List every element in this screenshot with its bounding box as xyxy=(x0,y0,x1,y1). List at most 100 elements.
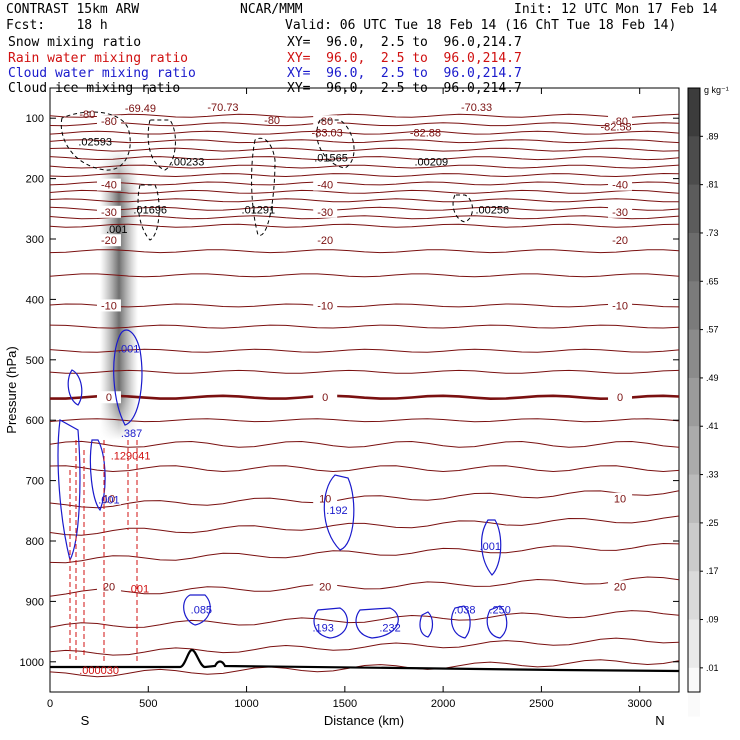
field-xy-cloud-water: XY= 96.0, 2.5 to 96.0,214.7 xyxy=(287,66,522,81)
colorbar-swatch xyxy=(688,88,700,137)
colorbar-label: .25 xyxy=(706,518,719,528)
extremum-label: .085 xyxy=(191,604,212,616)
extremum-label: .001 xyxy=(106,224,127,236)
isotherm-label-bg xyxy=(313,299,338,312)
extremum-label: -82.88 xyxy=(410,127,441,139)
isotherm-label: -40 xyxy=(317,180,333,192)
x-tick-label: 1500 xyxy=(333,698,357,710)
isotherm-line xyxy=(49,418,680,423)
y-tick-label: 900 xyxy=(26,596,44,608)
isotherm-label: -20 xyxy=(612,235,628,247)
isotherm-label: -40 xyxy=(612,180,628,192)
south-end-label: S xyxy=(81,713,90,728)
colorbar-label: .65 xyxy=(706,276,719,286)
isotherm-line xyxy=(49,164,680,169)
extremum-label: .192 xyxy=(326,505,347,517)
isotherm-line xyxy=(49,113,680,118)
extremum-label: .387 xyxy=(121,428,142,440)
terrain-line xyxy=(50,648,680,673)
extremum-label: -80 xyxy=(79,109,95,121)
isotherm-label-bg xyxy=(96,178,121,191)
isotherm-label-bg xyxy=(313,234,338,247)
field-xy-snow: XY= 96.0, 2.5 to 96.0,214.7 xyxy=(287,35,522,50)
isotherm-label: -80 xyxy=(612,116,628,128)
isotherm-label: 20 xyxy=(319,581,331,593)
isotherm-line xyxy=(49,490,680,509)
x-axis-title: Distance (km) xyxy=(324,713,404,728)
isotherm-label-bg xyxy=(608,205,633,218)
x-tick-label: 3000 xyxy=(627,698,651,710)
extremum-label: .02593 xyxy=(78,136,112,148)
colorbar-frame xyxy=(687,87,701,693)
isotherm-label: 0 xyxy=(322,392,328,404)
isotherm-line xyxy=(49,576,680,597)
isotherm-label: -80 xyxy=(101,116,117,128)
extremum-label: .000030 xyxy=(79,665,119,677)
isotherm-line xyxy=(49,465,680,473)
isotherm-label: -10 xyxy=(317,300,333,312)
isotherm-line xyxy=(49,215,680,220)
isotherm-label-bg xyxy=(96,580,121,593)
extremum-label: .01291 xyxy=(242,205,276,217)
colorbar-swatch xyxy=(688,474,700,524)
extremum-label: .232 xyxy=(379,623,400,635)
isotherm-label: -40 xyxy=(101,180,117,192)
colorbar-label: .57 xyxy=(706,325,719,335)
cloud-ice-contours xyxy=(60,111,473,241)
colorbar-label: .73 xyxy=(706,228,719,238)
extremum-label: -83.03 xyxy=(312,127,343,139)
colorbar-label: .41 xyxy=(706,421,719,431)
colorbar-label: .49 xyxy=(706,373,719,383)
extremum-label: .001 xyxy=(480,541,501,553)
extremum-label: -70.33 xyxy=(461,102,492,114)
isotherm-label-bg xyxy=(608,234,633,247)
extremum-label: .00209 xyxy=(415,156,449,168)
plot-frame xyxy=(49,87,680,693)
isotherm-label-bg xyxy=(313,580,338,593)
isotherm-line xyxy=(49,515,680,536)
colorbar-swatch xyxy=(688,426,700,475)
isotherm-label: -10 xyxy=(101,300,117,312)
extremum-label: .001 xyxy=(98,495,119,507)
colorbar-unit: g kg⁻¹ xyxy=(704,85,729,95)
isotherm-line xyxy=(49,147,680,152)
y-axis-title: Pressure (hPa) xyxy=(4,346,19,433)
colorbar-swatch xyxy=(688,233,700,282)
extrema-labels: -80-69.49 -70.73-80-83.03 -82.88-70.33-82.… xyxy=(78,102,631,677)
isotherm-label-bg xyxy=(313,205,338,218)
field-xy-rain: XY= 96.0, 2.5 to 96.0,214.7 xyxy=(287,51,522,66)
isotherm-label-bg xyxy=(96,299,121,312)
isotherm-label: -10 xyxy=(612,300,628,312)
extremum-label: .01696 xyxy=(133,205,167,217)
extremum-label: .00233 xyxy=(171,156,205,168)
isotherm-label: -30 xyxy=(317,207,333,219)
isotherm-line xyxy=(49,172,680,178)
field-name-cloud-water: Cloud water mixing ratio xyxy=(8,66,196,81)
isotherm-line xyxy=(49,223,680,228)
isotherm-line xyxy=(49,156,680,161)
isotherm-label: -30 xyxy=(101,207,117,219)
x-tick-label: 0 xyxy=(47,698,53,710)
isotherm-label: -30 xyxy=(612,207,628,219)
isotherm-label: 20 xyxy=(614,581,626,593)
isotherm-line xyxy=(49,369,680,374)
colorbar-label: .01 xyxy=(706,663,719,673)
extremum-label: .038 xyxy=(454,604,475,616)
isotherm-label-bg xyxy=(313,115,338,128)
model-title: CONTRAST 15km ARW xyxy=(6,2,140,17)
y-tick-label: 600 xyxy=(26,415,44,427)
isotherm-line xyxy=(49,249,680,254)
y-tick-label: 100 xyxy=(26,113,44,125)
isotherm-line xyxy=(49,637,680,656)
isotherm-lines: -80 -80 -80 -40 -40 -40 -30 -30 -30 -20 -20 -20 -10 -… xyxy=(49,113,680,678)
y-tick-label: 800 xyxy=(26,536,44,548)
extremum-label: -70.73 xyxy=(207,102,238,114)
isotherm-label-bg xyxy=(96,234,121,247)
north-end-label: N xyxy=(655,713,664,728)
init-time: Init: 12 UTC Mon 17 Feb 14 xyxy=(514,2,718,17)
isotherm-line xyxy=(50,394,680,401)
extremum-label: .001 xyxy=(128,583,149,595)
rain-water-contours xyxy=(69,440,138,662)
isotherm-label: -20 xyxy=(101,235,117,247)
